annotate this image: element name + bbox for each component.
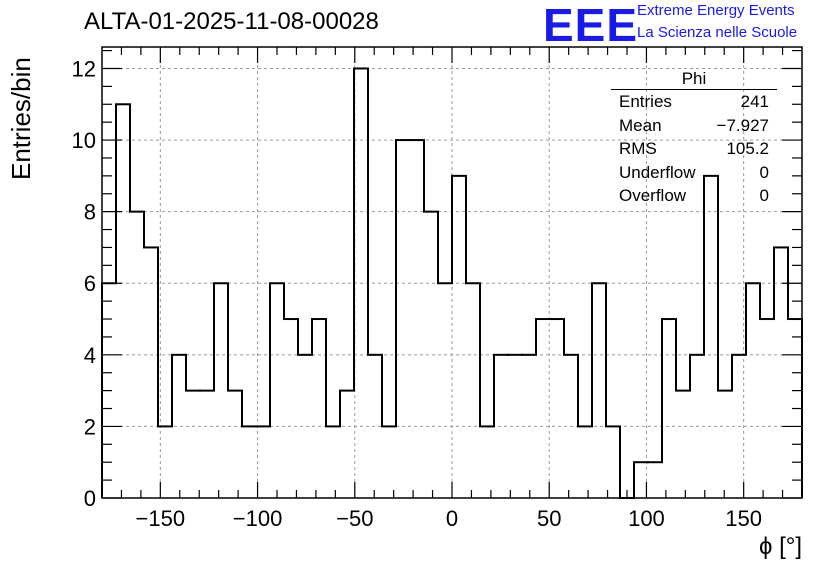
histogram-bars xyxy=(101,67,803,499)
x-tick-label: 0 xyxy=(446,506,458,531)
logo-caption-1: Extreme Energy Events xyxy=(637,2,795,19)
stats-row-overflow: Overflow 0 xyxy=(611,184,777,208)
plot-frame xyxy=(101,46,803,499)
y-tick-label: 12 xyxy=(72,56,96,81)
x-tick-label: 100 xyxy=(628,506,665,531)
y-tick-label: 8 xyxy=(84,200,96,225)
x-tick-label: −100 xyxy=(233,506,283,531)
stats-box: Phi Entries 241 Mean −7.927 RMS 105.2 Un… xyxy=(611,68,777,208)
y-tick-label: 4 xyxy=(84,343,96,368)
stats-value: 105.2 xyxy=(726,139,769,158)
stats-value: 241 xyxy=(740,92,769,111)
axis-ticks xyxy=(102,47,802,499)
stats-label: Overflow xyxy=(619,186,687,205)
x-axis-label: ϕ [°] xyxy=(758,533,802,560)
chart-title: ALTA-01-2025-11-08-00028 xyxy=(84,8,379,35)
y-tick-label: 6 xyxy=(84,271,96,296)
stats-row-rms: RMS 105.2 xyxy=(611,137,777,161)
stats-value: 0 xyxy=(759,186,769,205)
stats-value: −7.927 xyxy=(716,115,769,135)
stats-title: Phi xyxy=(611,68,777,90)
y-tick-label: 10 xyxy=(72,128,96,153)
x-tick-label: −50 xyxy=(336,506,373,531)
logo-caption-2: La Scienza nelle Scuole xyxy=(637,24,798,41)
stats-row-entries: Entries 241 xyxy=(611,90,777,114)
stats-value: 0 xyxy=(759,162,769,182)
x-tick-label: 150 xyxy=(725,506,762,531)
tick-labels: −150 −100 −50 0 50 100 150 0 2 4 6 8 10 12 xyxy=(72,56,763,531)
x-tick-label: 50 xyxy=(537,506,561,531)
stats-label: Underflow xyxy=(619,162,696,182)
y-tick-label: 0 xyxy=(84,486,96,511)
stats-label: RMS xyxy=(619,139,657,158)
stats-label: Entries xyxy=(619,92,672,111)
stats-row-mean: Mean −7.927 xyxy=(611,114,777,138)
y-axis-label: Entries/bin xyxy=(6,57,36,180)
x-tick-label: −150 xyxy=(136,506,186,531)
y-tick-label: 2 xyxy=(84,414,96,439)
stats-row-underflow: Underflow 0 xyxy=(611,161,777,185)
stats-label: Mean xyxy=(619,115,662,135)
eee-logo: EEE xyxy=(543,0,639,51)
